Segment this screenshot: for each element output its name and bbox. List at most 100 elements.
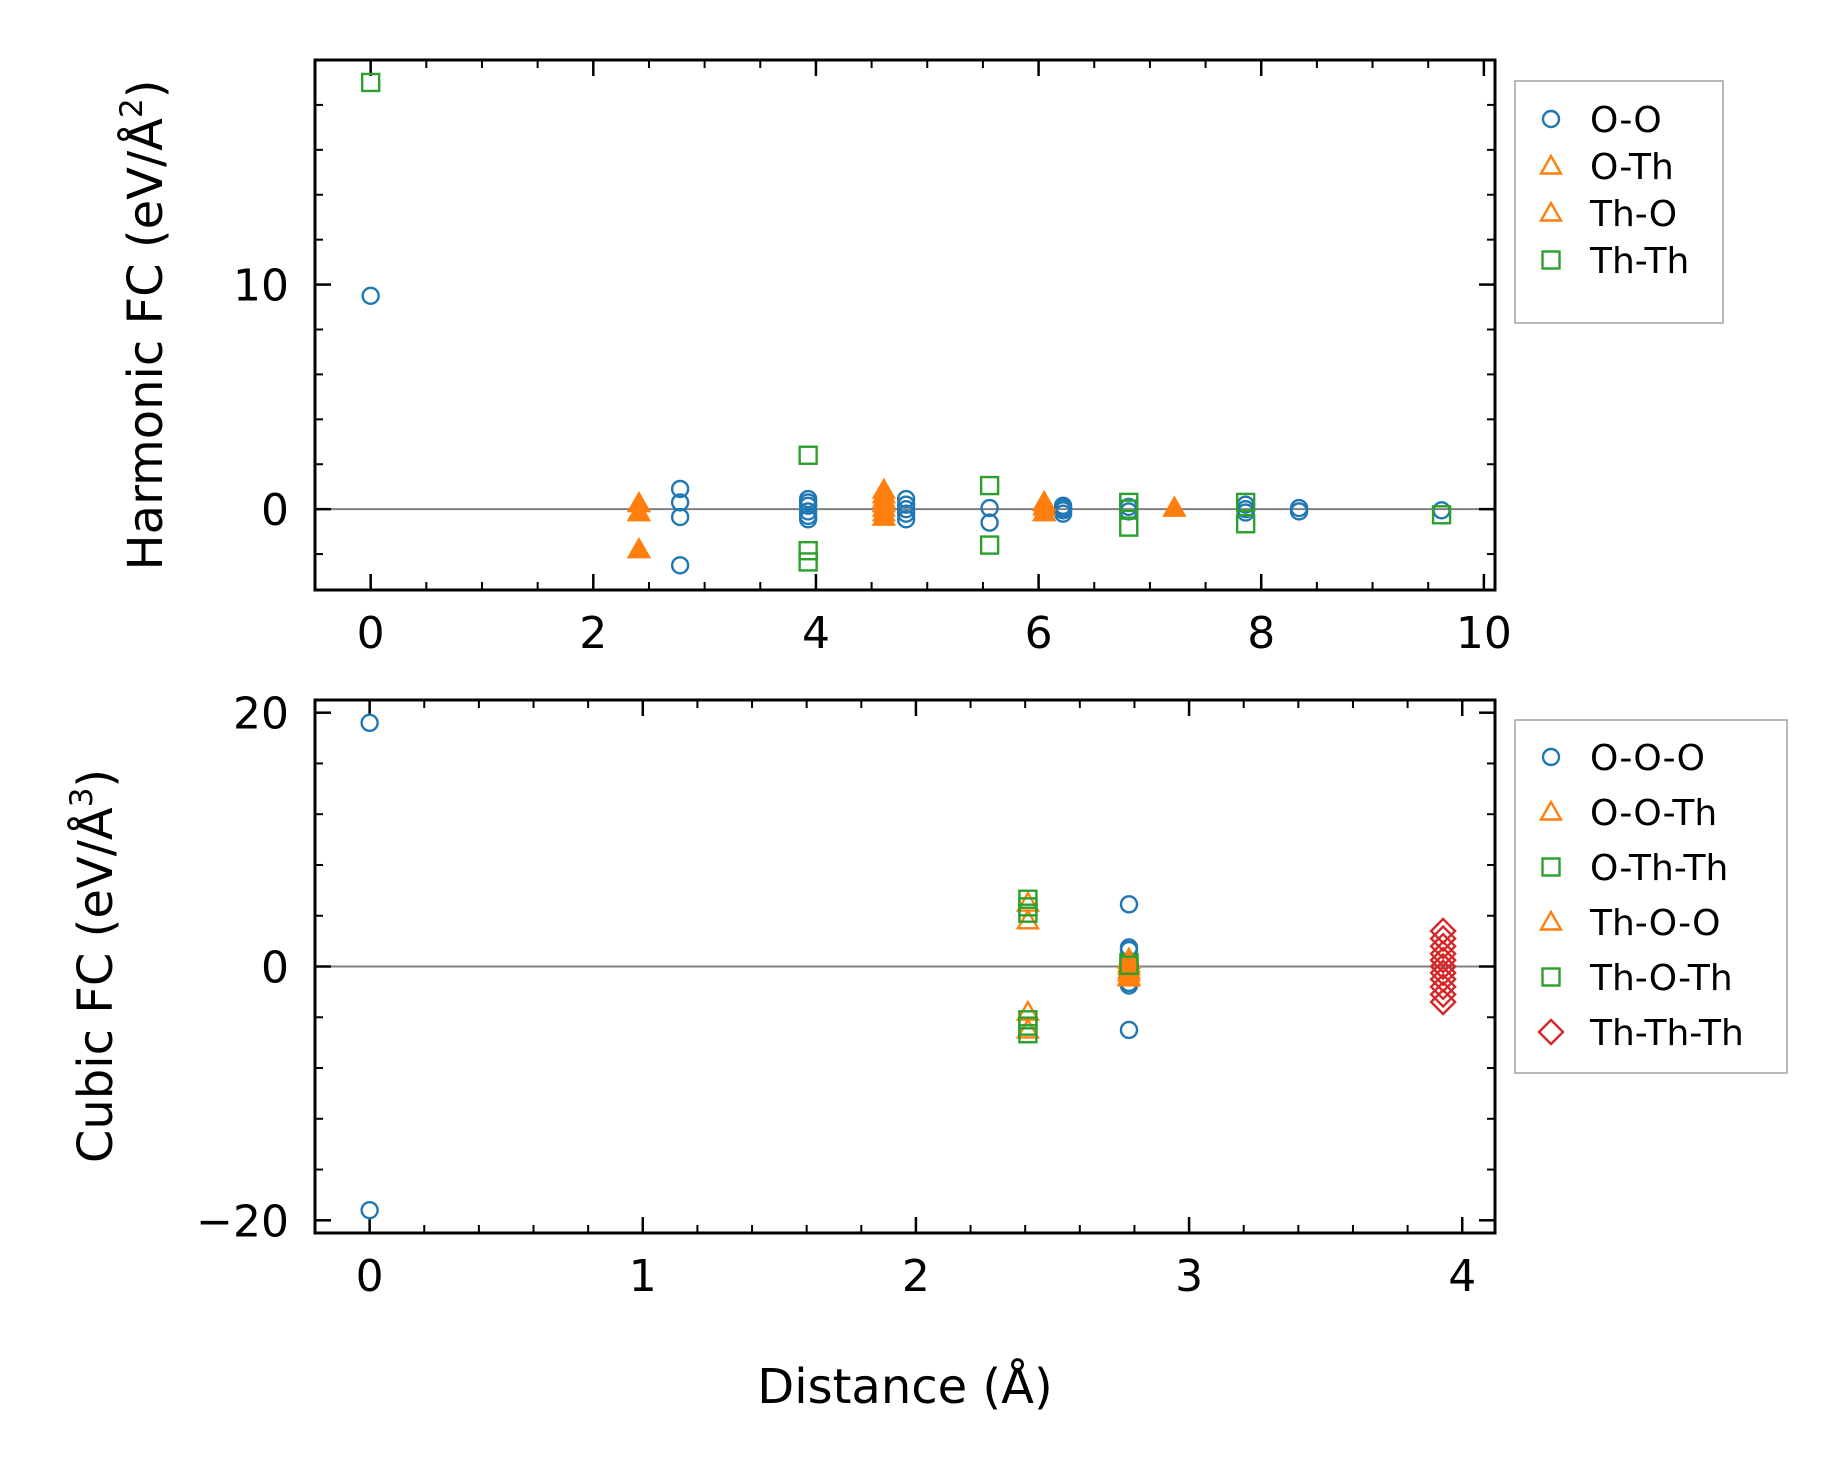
cubic-axes-frame: [313, 698, 1497, 1235]
harmonic-point-o-o: [896, 510, 916, 529]
harmonic-axes-frame: [313, 58, 1497, 592]
harmonic-y-tick-label: 10: [233, 261, 289, 312]
harmonic-point-o-o: [980, 498, 999, 518]
harmonic-legend-label-o-o: O-O: [1590, 100, 1662, 141]
cubic-legend-marker-o-o-o: [1541, 747, 1561, 767]
cubic-x-tick-label: 2: [902, 1251, 930, 1302]
harmonic-fc-panel: Harmonic FC (eV/Å2) O-O O-Th Th-O Th-Th 0 2 4…: [114, 58, 1724, 659]
harmonic-point-o-o: [1236, 503, 1255, 522]
harmonic-legend: O-O O-Th Th-O Th-Th: [1514, 80, 1724, 324]
harmonic-x-tick-label: 8: [1247, 608, 1275, 659]
harmonic-legend-label-o-th: O-Th: [1590, 147, 1674, 188]
harmonic-point-th-o: [871, 504, 896, 526]
harmonic-x-tick-label: 6: [1025, 608, 1053, 659]
cubic-point-th-th-th: [1429, 988, 1457, 1016]
cubic-point-o-o-o: [360, 713, 379, 733]
cubic-x-tick-label: 1: [629, 1251, 657, 1302]
harmonic-point-o-o: [896, 489, 916, 509]
harmonic-plot-area: [314, 59, 1495, 590]
cubic-x-tick-label: 0: [356, 1251, 384, 1302]
cubic-legend-label-o-th-th: O-Th-Th: [1590, 848, 1728, 889]
harmonic-point-o-o: [1289, 502, 1309, 521]
harmonic-x-tick-label: 2: [579, 608, 607, 659]
cubic-legend-label-th-o-o: Th-O-O: [1589, 903, 1720, 944]
distance-x-axis-title: Distance (Å): [757, 1358, 1052, 1415]
harmonic-series-th-th: [360, 72, 1452, 572]
cubic-series-th-th-th: [1429, 917, 1457, 1016]
harmonic-point-th-th: [798, 552, 818, 572]
harmonic-point-th-o: [626, 491, 652, 513]
harmonic-legend-label-th-o: Th-O: [1589, 194, 1677, 235]
cubic-legend-box: [1514, 719, 1788, 1074]
harmonic-point-o-o: [670, 556, 690, 575]
harmonic-legend-marker-th-o: [1538, 200, 1564, 222]
cubic-y-tick-label: 0: [261, 943, 289, 994]
cubic-point-o-o-o: [1119, 895, 1139, 914]
cubic-point-th-o-th: [1018, 1016, 1038, 1036]
cubic-point-th-th-th: [1429, 932, 1457, 960]
cubic-y-tick-label: 20: [233, 689, 289, 740]
cubic-legend-marker-o-o-th: [1538, 799, 1564, 821]
cubic-point-th-o-o: [1116, 965, 1142, 987]
harmonic-legend-label-th-th: Th-Th: [1589, 241, 1689, 282]
cubic-point-th-th-th: [1429, 980, 1457, 1009]
cubic-y-tick-label: −20: [196, 1196, 289, 1247]
harmonic-point-th-o: [871, 482, 896, 504]
harmonic-legend-marker-o-o: [1541, 109, 1561, 129]
cubic-legend-marker-th-th-th: [1537, 1018, 1565, 1046]
cubic-point-o-o-o: [360, 1200, 379, 1220]
harmonic-point-th-th: [1235, 492, 1256, 513]
harmonic-point-th-th: [798, 540, 818, 561]
cubic-legend-label-o-o-th: O-O-Th: [1590, 793, 1717, 834]
harmonic-point-o-o: [798, 496, 818, 515]
harmonic-point-th-o: [1162, 495, 1187, 517]
cubic-point-o-o-th: [1015, 908, 1040, 930]
harmonic-point-o-o: [798, 510, 818, 529]
cubic-y-axis-title: Cubic FC (eV/Å3): [64, 769, 124, 1163]
harmonic-series-th-o: [626, 482, 1187, 559]
harmonic-point-th-o: [626, 500, 652, 522]
cubic-legend: O-O-O O-O-Th O-Th-Th Th-O-O Th-O-Th Th-Th-Th: [1514, 719, 1788, 1074]
harmonic-legend-marker-th-th: [1541, 250, 1561, 270]
harmonic-point-th-th: [1431, 505, 1452, 525]
cubic-point-th-th-th: [1429, 946, 1457, 974]
cubic-legend-label-th-th-th: Th-Th-Th: [1589, 1013, 1744, 1054]
harmonic-y-tick-label: 0: [261, 485, 289, 536]
harmonic-point-th-th: [360, 72, 381, 93]
cubic-point-th-th-th: [1429, 924, 1457, 953]
harmonic-y-axis-title: Harmonic FC (eV/Å2): [114, 80, 174, 571]
cubic-point-o-o-o: [1119, 1020, 1139, 1040]
harmonic-x-tick-label: 0: [357, 608, 385, 659]
cubic-legend-label-th-o-th: Th-O-Th: [1589, 958, 1733, 999]
cubic-point-th-o-th: [1119, 955, 1139, 975]
cubic-fc-panel: Cubic FC (eV/Å3) Distance (Å) O-O-O O-O-T…: [64, 689, 1788, 1415]
harmonic-point-th-o: [871, 491, 896, 513]
cubic-series-th-o-th: [1018, 897, 1139, 1036]
harmonic-point-o-o: [980, 513, 999, 532]
harmonic-point-o-o: [670, 479, 690, 499]
harmonic-point-th-th: [1235, 514, 1256, 534]
harmonic-point-th-th: [798, 445, 818, 465]
harmonic-point-th-th: [1119, 517, 1139, 537]
harmonic-x-tick-label: 10: [1456, 608, 1512, 659]
cubic-x-tick-label: 3: [1175, 1251, 1203, 1302]
cubic-legend-marker-th-o-o: [1538, 909, 1564, 931]
harmonic-point-th-o: [626, 537, 652, 559]
harmonic-point-th-th: [979, 535, 1000, 555]
harmonic-point-o-o: [670, 493, 690, 512]
harmonic-point-th-o: [1032, 500, 1057, 522]
harmonic-point-o-o: [670, 507, 690, 527]
cubic-legend-label-o-o-o: O-O-O: [1590, 738, 1705, 779]
harmonic-x-tick-label: 4: [802, 608, 830, 659]
cubic-point-th-th-th: [1429, 973, 1457, 1001]
harmonic-point-th-o: [1032, 489, 1057, 512]
cubic-series-th-o-o: [1116, 947, 1142, 987]
harmonic-point-o-o: [896, 504, 916, 523]
cubic-x-tick-label: 4: [1448, 1251, 1476, 1302]
cubic-legend-marker-th-o-th: [1541, 967, 1561, 987]
cubic-legend-marker-o-th-th: [1541, 857, 1561, 877]
harmonic-legend-marker-o-th: [1538, 153, 1564, 175]
cubic-point-th-o-th: [1018, 897, 1038, 917]
cubic-point-th-th-th: [1429, 959, 1457, 987]
